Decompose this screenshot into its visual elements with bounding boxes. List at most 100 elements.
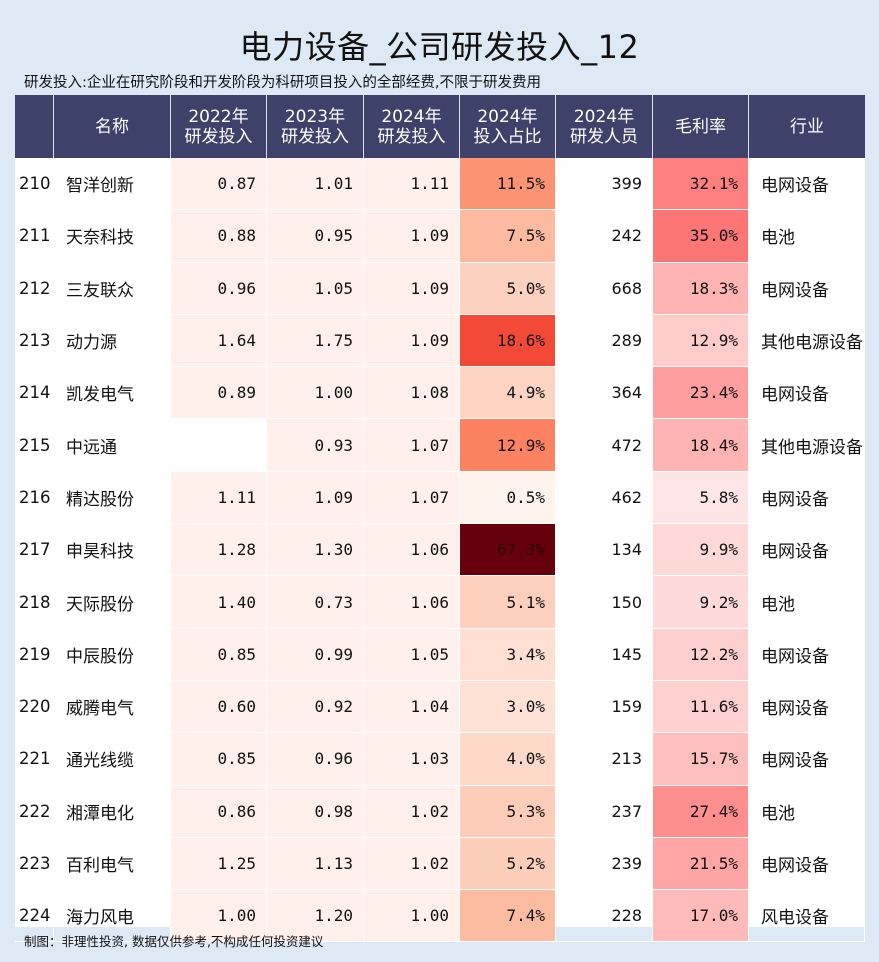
row-index-cell: 220 — [15, 680, 54, 734]
rd-2024-cell: 1.04 — [364, 680, 460, 734]
company-name-cell: 湘潭电化 — [54, 785, 171, 838]
table-row[interactable]: 223 百利电气 1.25 1.13 1.02 5.2% 239 21.5% 电网设备 — [15, 837, 865, 891]
company-name-cell: 海力风电 — [54, 890, 171, 943]
table-row[interactable]: 212 三友联众 0.96 1.05 1.09 5.0% 668 18.3% 电网设备 — [15, 262, 865, 315]
table-body: 210 智洋创新 0.87 1.01 1.11 11.5% 399 32.1% 电网设备 211 天… — [15, 158, 865, 943]
table-row[interactable]: 215 中远通 0.93 1.07 12.9% 472 18.4% 其他电源设备 — [15, 419, 865, 472]
table-row[interactable]: 217 申昊科技 1.28 1.30 1.06 67.3% 134 9.9% 电网设备 — [15, 524, 865, 577]
industry-cell: 电网设备 — [749, 158, 865, 211]
table-row[interactable]: 213 动力源 1.64 1.75 1.09 18.6% 289 12.9% 其他电源设备 — [15, 314, 865, 368]
rd-ratio-cell: 5.1% — [460, 576, 556, 629]
header-index[interactable] — [15, 95, 54, 158]
gross-margin-cell: 23.4% — [653, 367, 749, 420]
table-row[interactable]: 214 凯发电气 0.89 1.00 1.08 4.9% 364 23.4% 电网设备 — [15, 367, 865, 420]
rd-2024-cell: 1.02 — [364, 785, 460, 838]
industry-cell: 电池 — [749, 210, 865, 263]
table-row[interactable]: 210 智洋创新 0.87 1.01 1.11 11.5% 399 32.1% 电网设备 — [15, 158, 865, 211]
row-index-cell: 224 — [15, 890, 54, 943]
header-label-line2: 研发人员 — [570, 126, 638, 147]
rd-staff-cell: 399 — [556, 158, 653, 211]
rd-2023-cell: 1.75 — [267, 314, 364, 368]
rd-staff-cell: 228 — [556, 890, 653, 943]
rd-ratio-cell: 7.5% — [460, 210, 556, 263]
company-name-cell: 通光线缆 — [54, 733, 171, 786]
header-label-line1: 名称 — [95, 116, 129, 137]
table-row[interactable]: 224 海力风电 1.00 1.20 1.00 7.4% 228 17.0% 风电设备 — [15, 890, 865, 943]
company-name-cell: 中辰股份 — [54, 628, 171, 681]
row-index-cell: 219 — [15, 628, 54, 681]
industry-cell: 其他电源设备 — [749, 314, 865, 368]
header-industry[interactable]: 行业 — [749, 95, 865, 158]
rd-ratio-cell: 7.4% — [460, 890, 556, 943]
rd-2023-cell: 0.96 — [267, 733, 364, 786]
rd-2022-cell — [171, 419, 267, 472]
rd-2022-cell: 0.85 — [171, 733, 267, 786]
rd-2022-cell: 0.86 — [171, 785, 267, 838]
footer-disclaimer: 制图：非理性投资, 数据仅供参考,不构成任何投资建议 — [24, 934, 324, 949]
rd-staff-cell: 237 — [556, 785, 653, 838]
industry-cell: 其他电源设备 — [749, 419, 865, 472]
header-rd-2022[interactable]: 2022年 研发投入 — [171, 95, 267, 158]
rd-ratio-cell: 4.9% — [460, 367, 556, 420]
page-title: 电力设备_公司研发投入_12 — [239, 28, 640, 66]
company-name-cell: 天奈科技 — [54, 210, 171, 263]
rd-2024-cell: 1.11 — [364, 158, 460, 211]
rd-ratio-cell: 18.6% — [460, 314, 556, 368]
rd-2023-cell: 1.13 — [267, 837, 364, 891]
industry-cell: 电网设备 — [749, 262, 865, 315]
header-ratio-2024[interactable]: 2024年 投入占比 — [460, 95, 556, 158]
rd-2024-cell: 1.02 — [364, 837, 460, 891]
rd-2024-cell: 1.08 — [364, 367, 460, 420]
gross-margin-cell: 18.4% — [653, 419, 749, 472]
rd-ratio-cell: 3.0% — [460, 680, 556, 734]
rd-ratio-cell: 11.5% — [460, 158, 556, 211]
row-index-cell: 215 — [15, 419, 54, 472]
table-row[interactable]: 221 通光线缆 0.85 0.96 1.03 4.0% 213 15.7% 电网设备 — [15, 733, 865, 786]
header-rd-2023[interactable]: 2023年 研发投入 — [267, 95, 364, 158]
table-row[interactable]: 219 中辰股份 0.85 0.99 1.05 3.4% 145 12.2% 电网设备 — [15, 628, 865, 681]
company-name-cell: 动力源 — [54, 314, 171, 368]
gross-margin-cell: 17.0% — [653, 890, 749, 943]
rd-2023-cell: 0.92 — [267, 680, 364, 734]
rd-2022-cell: 1.28 — [171, 524, 267, 577]
table-row[interactable]: 216 精达股份 1.11 1.09 1.07 0.5% 462 5.8% 电网设备 — [15, 471, 865, 525]
industry-cell: 电池 — [749, 576, 865, 629]
industry-cell: 电网设备 — [749, 837, 865, 891]
rd-staff-cell: 150 — [556, 576, 653, 629]
rd-2024-cell: 1.05 — [364, 628, 460, 681]
rd-2023-cell: 1.00 — [267, 367, 364, 420]
table-row[interactable]: 218 天际股份 1.40 0.73 1.06 5.1% 150 9.2% 电池 — [15, 576, 865, 629]
header-label-line2: 研发投入 — [377, 126, 446, 147]
gross-margin-cell: 9.2% — [653, 576, 749, 629]
row-index-cell: 221 — [15, 733, 54, 786]
company-name-cell: 百利电气 — [54, 837, 171, 891]
rd-2023-cell: 0.95 — [267, 210, 364, 263]
gross-margin-cell: 12.2% — [653, 628, 749, 681]
row-index-cell: 216 — [15, 471, 54, 525]
rd-2023-cell: 1.05 — [267, 262, 364, 315]
table-row[interactable]: 220 威腾电气 0.60 0.92 1.04 3.0% 159 11.6% 电网设备 — [15, 680, 865, 734]
industry-cell: 电网设备 — [749, 628, 865, 681]
rd-2024-cell: 1.06 — [364, 524, 460, 577]
rd-ratio-cell: 12.9% — [460, 419, 556, 472]
header-name[interactable]: 名称 — [54, 95, 171, 158]
header-rd-2024[interactable]: 2024年 研发投入 — [364, 95, 460, 158]
rd-2023-cell: 1.30 — [267, 524, 364, 577]
rd-2022-cell: 0.89 — [171, 367, 267, 420]
row-index-cell: 213 — [15, 314, 54, 368]
header-label-line1: 行业 — [790, 116, 824, 137]
gross-margin-cell: 12.9% — [653, 314, 749, 368]
rd-2022-cell: 0.88 — [171, 210, 267, 263]
industry-cell: 电网设备 — [749, 367, 865, 420]
rd-ratio-cell: 3.4% — [460, 628, 556, 681]
industry-cell: 电网设备 — [749, 733, 865, 786]
table-row[interactable]: 222 湘潭电化 0.86 0.98 1.02 5.3% 237 27.4% 电池 — [15, 785, 865, 838]
header-staff-2024[interactable]: 2024年 研发人员 — [556, 95, 653, 158]
rd-staff-cell: 242 — [556, 210, 653, 263]
rd-2023-cell: 1.01 — [267, 158, 364, 211]
rd-2022-cell: 1.40 — [171, 576, 267, 629]
gross-margin-cell: 35.0% — [653, 210, 749, 263]
header-gross-margin[interactable]: 毛利率 — [653, 95, 749, 158]
table-row[interactable]: 211 天奈科技 0.88 0.95 1.09 7.5% 242 35.0% 电池 — [15, 210, 865, 263]
industry-cell: 电网设备 — [749, 680, 865, 734]
